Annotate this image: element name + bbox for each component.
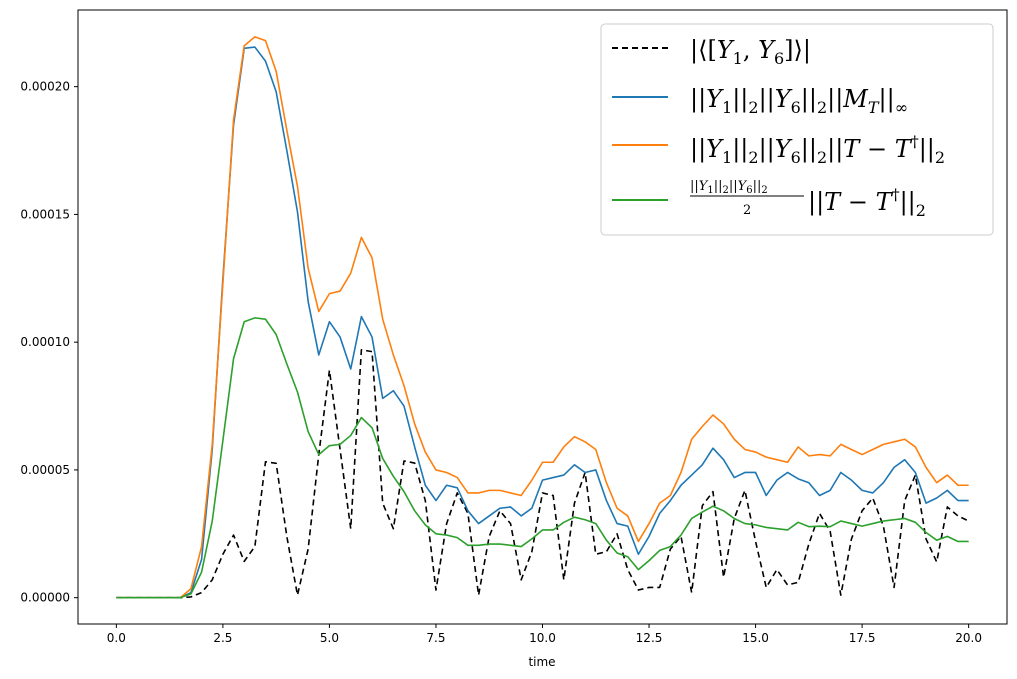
- legend: |⟨[Y1, Y6]⟩| ||Y1||2||Y6||2||MT||∞ ||Y1|…: [600, 23, 994, 236]
- x-tick-label: 17.5: [849, 631, 876, 645]
- y-tick-label: 0.00010: [20, 335, 70, 349]
- series-line-2: [116, 36, 969, 599]
- x-tick-label: 5.0: [320, 631, 339, 645]
- legend-box: [600, 23, 994, 236]
- x-tick-label: 0.0: [107, 631, 126, 645]
- series-line-3: [116, 317, 969, 599]
- y-tick-label: 0.00005: [20, 463, 70, 477]
- series-layer: [116, 36, 969, 599]
- series-line-0: [116, 349, 969, 599]
- svg-text:||T − T†||2: ||T − T†||2: [808, 185, 926, 220]
- y-tick-label: 0.00015: [20, 207, 70, 221]
- series-line-1: [116, 46, 969, 599]
- svg-text:|⟨[Y1, Y6]⟩|: |⟨[Y1, Y6]⟩|: [690, 36, 811, 68]
- y-tick-label: 0.00020: [20, 80, 70, 94]
- x-tick-label: 12.5: [636, 631, 663, 645]
- x-axis-label: time: [528, 655, 555, 669]
- x-tick-label: 10.0: [529, 631, 556, 645]
- x-tick-label: 15.0: [742, 631, 769, 645]
- svg-text:2: 2: [743, 203, 751, 218]
- y-tick-label: 0.00000: [20, 591, 70, 605]
- x-tick-label: 20.0: [955, 631, 982, 645]
- x-tick-label: 2.5: [213, 631, 232, 645]
- svg-text:||Y1||2||Y6||2: ||Y1||2||Y6||2: [690, 179, 768, 196]
- legend-label-commutator: |⟨[Y1, Y6]⟩|: [690, 36, 811, 68]
- ticks-layer: 0.0 2.5 5.0 7.5 10.0 12.5 15.0 17.5 20.0 0.00000 0…: [20, 80, 982, 645]
- x-tick-label: 7.5: [426, 631, 445, 645]
